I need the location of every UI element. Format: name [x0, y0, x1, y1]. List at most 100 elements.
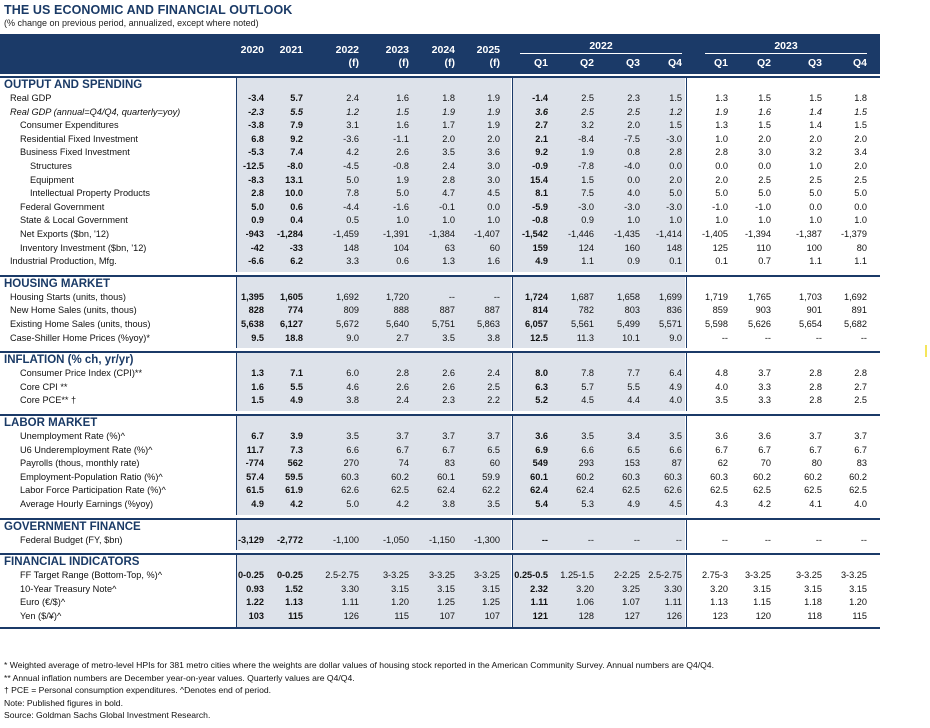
- table-cell: 3.5: [346, 431, 359, 441]
- table-cell: -4.0: [624, 161, 640, 171]
- table-cell: 2.6: [396, 381, 409, 392]
- table-cell: 2.0: [854, 133, 867, 144]
- table-cell: 3.8: [346, 395, 359, 406]
- table-row: Yen ($/¥)^ 103 115 126 115 107 107 121 128 127 126…: [0, 611, 880, 625]
- table-cell: 859: [712, 305, 728, 316]
- table-cell: 803: [624, 305, 640, 316]
- table-cell: 1.0: [758, 215, 771, 226]
- table-cell: 7.8: [346, 188, 359, 199]
- table-cell: 1.9: [581, 147, 594, 158]
- column-separator: [686, 519, 687, 551]
- table-cell: 0.9: [581, 215, 594, 226]
- table-cell: 3.20: [710, 583, 728, 594]
- table-cell: 2.32: [530, 583, 548, 594]
- table-cell: 5.0: [758, 188, 771, 199]
- row-label: Housing Starts (units, thous): [10, 291, 126, 302]
- row-label: FF Target Range (Bottom-Top, %)^: [20, 570, 163, 581]
- table-cell: 3.7: [442, 431, 455, 441]
- table-cell: 2.5-2.75: [648, 570, 682, 581]
- table-cell: 3.9: [290, 431, 303, 441]
- row-label: Yen ($/¥)^: [20, 611, 62, 621]
- shaded-column-block: [236, 276, 511, 349]
- table-cell: 4.5: [581, 395, 594, 406]
- table-row: Residential Fixed Investment 6.8 9.2 -3.6 -1…: [0, 134, 880, 148]
- row-label: Real GDP (annual=Q4/Q4, quarterly=yoy): [10, 106, 181, 117]
- table-cell: 10.1: [622, 332, 640, 343]
- table-cell: 5.4: [535, 499, 548, 509]
- table-cell: 1,720: [386, 291, 409, 302]
- table-cell: 1.11: [341, 597, 359, 608]
- table-cell: 5.2: [535, 395, 548, 406]
- table-row: Consumer Expenditures -3.8 7.9 3.1 1.6 1.7 1.9…: [0, 120, 880, 134]
- table-cell: 6.7: [715, 444, 728, 455]
- table-cell: -1,394: [744, 229, 771, 239]
- table-cell: 126: [343, 611, 359, 621]
- table-cell: -7.5: [624, 133, 640, 144]
- table-cell: 6.7: [251, 431, 264, 441]
- table-cell: 1.4: [809, 106, 822, 117]
- table-cell: 124: [578, 242, 594, 253]
- table-cell: 1.0: [715, 133, 728, 144]
- table-row: Real GDP -3.4 5.7 2.4 1.6 1.8 1.9 -1.4 2.5 2.3 1.5…: [0, 93, 880, 107]
- table-cell: 6.3: [535, 381, 548, 392]
- table-cell: 2.8: [809, 395, 822, 406]
- table-row: Housing Starts (units, thous) 1,395 1,605 1…: [0, 292, 880, 306]
- table-cell: 123: [712, 611, 728, 621]
- table-cell: 148: [666, 242, 682, 253]
- table-cell: 62.2: [482, 485, 500, 496]
- section-title: FINANCIAL INDICATORS: [4, 556, 140, 569]
- row-label: Consumer Expenditures: [20, 120, 119, 131]
- table-cell: 1.5: [758, 93, 771, 103]
- table-cell: 3.20: [576, 583, 594, 594]
- table-cell: 3.6: [487, 147, 500, 158]
- table-cell: 6.6: [346, 444, 359, 455]
- table-cell: 80: [856, 242, 867, 253]
- table-cell: 1,765: [748, 291, 771, 302]
- table-cell: -3.8: [248, 120, 264, 131]
- table-cell: 3-3.25: [428, 570, 455, 581]
- table-cell: 1.15: [753, 597, 771, 608]
- table-cell: 120: [755, 611, 771, 621]
- table-cell: 3.0: [487, 161, 500, 171]
- table-cell: -5.9: [532, 201, 548, 212]
- table-cell: 2.0: [809, 133, 822, 144]
- table-cell: 1.22: [246, 597, 264, 608]
- table-cell: -1,284: [276, 229, 303, 239]
- table-cell: 549: [532, 458, 548, 469]
- table-cell: 5,751: [432, 319, 455, 329]
- table-cell: 5.5: [627, 381, 640, 392]
- table-cell: 1.25: [482, 597, 500, 608]
- table-cell: 6.0: [346, 368, 359, 379]
- table-row: Business Fixed Investment -5.3 7.4 4.2 2.6 3.…: [0, 147, 880, 161]
- table-cell: -1.1: [393, 133, 409, 144]
- table-cell: 3.6: [535, 431, 548, 441]
- header-year-2020: 2020: [240, 44, 264, 56]
- table-cell: 2.8: [251, 188, 264, 199]
- table-cell: 2.6: [396, 147, 409, 158]
- table-cell: --: [675, 534, 682, 545]
- table-cell: 0.6: [396, 256, 409, 267]
- section-title: LABOR MARKET: [4, 417, 98, 429]
- table-cell: 4.0: [669, 395, 682, 406]
- table-cell: 128: [578, 611, 594, 621]
- table-cell: 3.7: [854, 431, 867, 441]
- table-cell: 9.2: [290, 133, 303, 144]
- header-quarter-q4: Q4: [852, 57, 867, 69]
- table-cell: 4.0: [715, 381, 728, 392]
- table-cell: -5.3: [248, 147, 264, 158]
- table-cell: 62.6: [341, 485, 359, 496]
- table-row: Employment-Population Ratio (%)^ 57.4 59.5…: [0, 472, 880, 486]
- table-cell: 1.3: [715, 93, 728, 103]
- row-label: Case-Shiller Home Prices (%yoy)*: [10, 332, 150, 343]
- table-cell: 0.0: [809, 201, 822, 212]
- column-header-bar: 2020 2021 2022 (f) 2023 (f) 2024 (f) 2025 (f) 2022…: [0, 34, 880, 74]
- row-label: Core CPI **: [20, 381, 68, 392]
- table-cell: 1.5: [581, 174, 594, 185]
- table-cell: 2.8: [442, 174, 455, 185]
- table-cell: 3.15: [482, 583, 500, 594]
- header-forecast-mark: (f): [489, 57, 501, 69]
- table-row: FF Target Range (Bottom-Top, %)^ 0-0.25 0-…: [0, 570, 880, 584]
- table-cell: 115: [288, 611, 303, 621]
- table-cell: 7.8: [581, 368, 594, 379]
- table-cell: 6.9: [535, 444, 548, 455]
